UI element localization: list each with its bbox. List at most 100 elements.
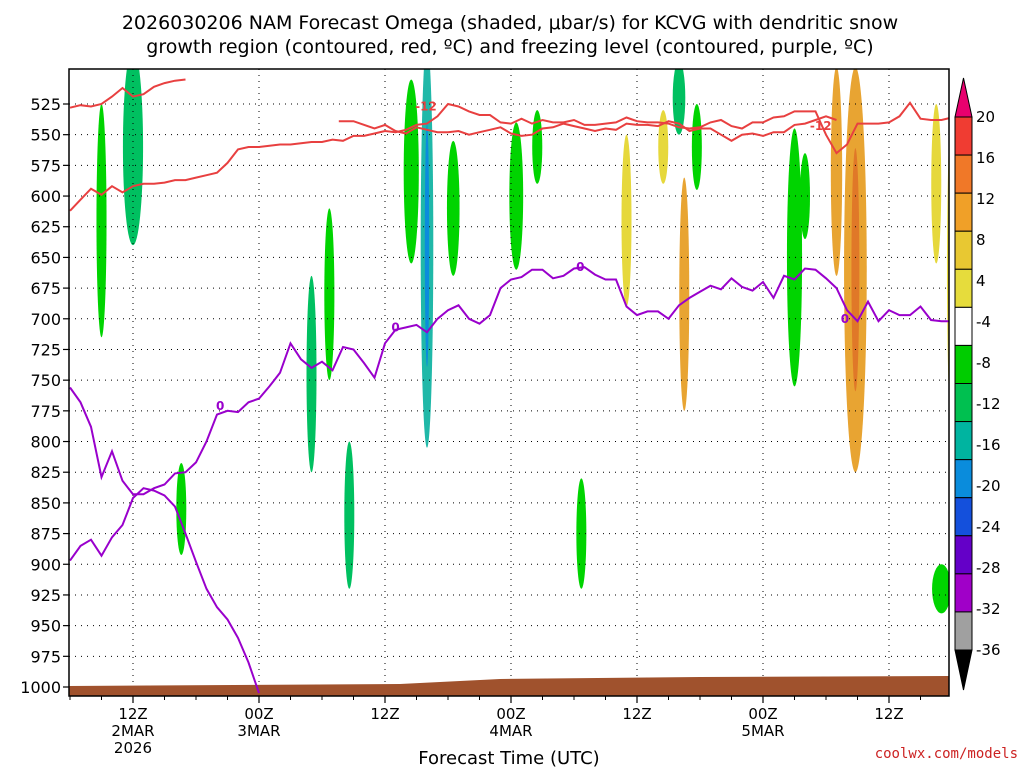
y-tick-label: 600 <box>30 187 61 206</box>
plot-area: -12 -12 0 0 0 0 <box>69 69 949 696</box>
dgz-contour-upper-2 <box>338 115 837 142</box>
colorbar-segment <box>954 421 973 461</box>
chart-title-line1: 2026030206 NAM Forecast Omega (shaded, μ… <box>122 12 898 34</box>
colorbar-segment <box>954 383 973 423</box>
y-tick-label: 575 <box>30 156 61 175</box>
colorbar-label: -36 <box>976 641 1001 659</box>
omega-shading-layer <box>96 69 949 614</box>
colorbar-segment <box>954 192 973 232</box>
x-tick-label: 12Z <box>118 705 147 723</box>
x-tick-label: 00Z <box>244 705 273 723</box>
omega-cell <box>621 134 632 307</box>
colorbar-label: -28 <box>976 559 1001 577</box>
omega-cell <box>932 564 949 614</box>
omega-cell <box>122 69 144 246</box>
credit-text: coolwx.com/models <box>875 746 1018 762</box>
x-tick-label: 12Z <box>370 705 399 723</box>
omega-cell <box>306 275 317 473</box>
y-tick-label: 850 <box>30 494 61 513</box>
colorbar: 20 16 12 8 4 -4 -8 -12 -16 -20 -24 -28 -32 -36 <box>954 77 1001 691</box>
y-tick-label: 650 <box>30 248 61 267</box>
x-tick-label: 12Z <box>622 705 651 723</box>
x-tick-label: 2026 <box>114 739 152 757</box>
omega-cell <box>672 69 686 135</box>
ground-shading <box>69 676 949 696</box>
y-tick-label: 750 <box>30 371 61 390</box>
colorbar-segment <box>954 306 973 346</box>
colorbar-label: -20 <box>976 477 1001 495</box>
x-tick-label: 5MAR <box>741 722 784 740</box>
y-tick-label: 900 <box>30 555 61 574</box>
freezing-label-4: 0 <box>841 312 849 326</box>
y-tick-label: 825 <box>30 463 61 482</box>
colorbar-segment <box>954 154 973 194</box>
x-tick-label: 00Z <box>748 705 777 723</box>
colorbar-label: 20 <box>976 108 995 126</box>
colorbar-label: -24 <box>976 518 1001 536</box>
omega-cell <box>786 128 803 387</box>
omega-cell <box>691 104 702 190</box>
colorbar-segment <box>954 268 973 308</box>
omega-cell <box>446 140 460 276</box>
y-tick-label: 525 <box>30 95 61 114</box>
omega-cell <box>830 69 843 276</box>
y-axis: 525 550 575 600 625 650 675 700 725 750 775 800 825 8… <box>20 95 69 697</box>
y-tick-label: 725 <box>30 340 61 359</box>
colorbar-label: 8 <box>976 231 986 249</box>
y-tick-label: 625 <box>30 218 61 237</box>
terrain-ground <box>69 676 949 696</box>
colorbar-segment <box>954 535 973 575</box>
omega-cell <box>931 104 942 264</box>
colorbar-label: -12 <box>976 395 1001 413</box>
omega-cell <box>176 463 187 556</box>
omega-cell <box>96 104 107 338</box>
x-axis-label: Forecast Time (UTC) <box>418 748 599 768</box>
y-tick-label: 800 <box>30 433 61 452</box>
freezing-level-contour-lower <box>69 487 260 694</box>
omega-cell <box>800 153 810 240</box>
freezing-label-3: 0 <box>576 260 584 274</box>
colorbar-label: 12 <box>976 190 995 208</box>
freezing-label: 0 <box>216 399 224 413</box>
dgz-contour-lower <box>69 101 949 212</box>
colorbar-segment <box>954 611 973 651</box>
x-tick-label: 4MAR <box>489 722 532 740</box>
colorbar-segment <box>954 230 973 270</box>
colorbar-label: -16 <box>976 436 1001 454</box>
omega-cell <box>576 478 587 589</box>
colorbar-segment <box>954 344 973 384</box>
y-tick-label: 925 <box>30 586 61 605</box>
freezing-label-2: 0 <box>391 320 399 334</box>
y-tick-label: 675 <box>30 279 61 298</box>
x-tick-label: 2MAR <box>111 722 154 740</box>
colorbar-label: -4 <box>976 313 991 331</box>
y-tick-label: 700 <box>30 310 61 329</box>
chart-title-line2: growth region (contoured, red, ºC) and f… <box>146 36 873 58</box>
colorbar-segment <box>954 116 973 156</box>
y-tick-label: 875 <box>30 525 61 544</box>
freezing-level-contour <box>69 266 949 496</box>
dgz-label: -12 <box>415 99 437 113</box>
y-tick-label: 950 <box>30 617 61 636</box>
omega-cell-core <box>851 148 860 392</box>
x-tick-label: 3MAR <box>237 722 280 740</box>
plot-frame <box>68 68 950 697</box>
colorbar-bottom-arrow <box>954 649 973 691</box>
x-tick-label: 00Z <box>496 705 525 723</box>
colorbar-segment <box>954 459 973 499</box>
colorbar-segment <box>954 497 973 537</box>
omega-cell <box>532 110 543 184</box>
dgz-label-right: -12 <box>810 119 832 133</box>
y-tick-label: 1000 <box>20 678 61 697</box>
contour-layer: -12 -12 0 0 0 0 <box>69 78 949 694</box>
y-tick-label: 550 <box>30 126 61 145</box>
x-tick-label: 12Z <box>874 705 903 723</box>
colorbar-label: 16 <box>976 149 995 167</box>
y-tick-label: 775 <box>30 402 61 421</box>
y-tick-label: 975 <box>30 647 61 666</box>
omega-cell <box>509 122 524 270</box>
omega-cell-core <box>424 123 430 367</box>
colorbar-label: -32 <box>976 600 1001 618</box>
omega-cell <box>679 177 690 411</box>
